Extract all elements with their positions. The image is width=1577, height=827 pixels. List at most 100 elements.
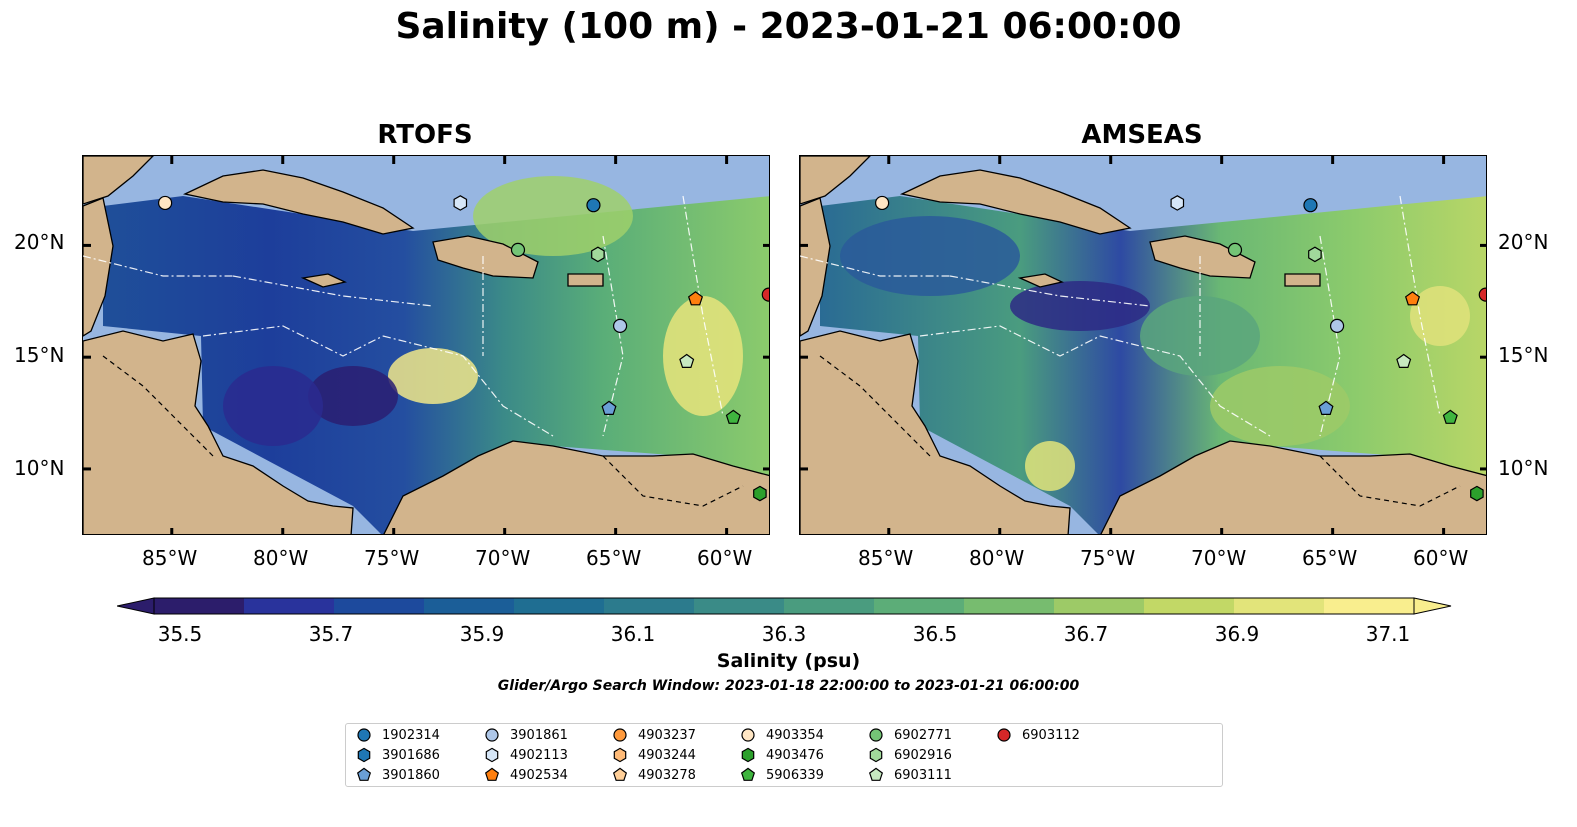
legend-label: 4903278 (638, 767, 696, 783)
legend-item-3901686: 3901686 (356, 747, 440, 763)
colorbar-tick: 35.5 (157, 622, 203, 646)
legend-marker (868, 767, 884, 781)
float-marker-4902113 (453, 195, 468, 211)
lat-tick-15n-left: 15°N (14, 343, 65, 367)
legend-marker-icon (357, 747, 371, 763)
legend-label: 6903111 (894, 767, 952, 783)
float-marker-4903476 (753, 485, 767, 502)
legend-marker-icon (869, 728, 883, 742)
colorbar-segment (694, 598, 785, 614)
lat-tick-20n-left: 20°N (14, 230, 65, 254)
colorbar-segment (154, 598, 245, 614)
legend-item-6902771: 6902771 (868, 727, 952, 743)
legend-label: 4903237 (638, 727, 696, 743)
float-marker-6903112 (1478, 287, 1486, 302)
legend-marker (484, 767, 500, 781)
lon-tick-85w-right: 85°W (858, 546, 914, 570)
legend-item-4903237: 4903237 (612, 727, 696, 743)
search-window-caption: Glider/Argo Search Window: 2023-01-18 22… (497, 678, 1080, 694)
colorbar-segment (244, 598, 335, 614)
panel-title-rtofs: RTOFS (377, 120, 473, 150)
float-marker-3901861 (1329, 318, 1345, 333)
float-marker-3901860 (601, 400, 617, 415)
float-legend: 1902314 3901686 3901860 3901861 4902113 49025… (345, 723, 1223, 787)
legend-marker (869, 747, 883, 763)
legend-label: 3901860 (382, 767, 440, 783)
legend-marker-icon (485, 728, 499, 742)
legend-label: 6903112 (1022, 727, 1080, 743)
float-marker-6903111 (679, 353, 695, 368)
legend-marker (613, 747, 627, 763)
amseas-salinity-map (799, 155, 1487, 535)
lat-tick-20n-right: 20°N (1498, 230, 1549, 254)
legend-label: 4903244 (638, 747, 696, 763)
legend-marker-icon (357, 728, 371, 742)
lon-tick-75w-left: 75°W (364, 546, 420, 570)
legend-label: 5906339 (766, 767, 824, 783)
salinity-colorbar (117, 597, 1452, 615)
legend-item-3901861: 3901861 (484, 727, 568, 743)
colorbar-tick: 37.1 (1365, 622, 1411, 646)
colorbar-segment (334, 598, 425, 614)
colorbar-tick: 36.5 (912, 622, 958, 646)
legend-marker-icon (997, 728, 1011, 742)
lon-tick-85w-left: 85°W (142, 546, 198, 570)
lon-tick-60w-right: 60°W (1413, 546, 1469, 570)
legend-marker-icon (741, 747, 755, 763)
legend-item-5906339: 5906339 (740, 767, 824, 783)
colorbar-segment (424, 598, 515, 614)
rtofs-map-canvas (83, 156, 769, 534)
legend-item-4903278: 4903278 (612, 767, 696, 783)
legend-marker-icon (356, 767, 372, 781)
colorbar-segment (514, 598, 605, 614)
lon-tick-65w-right: 65°W (1302, 546, 1358, 570)
colorbar-tick: 36.9 (1214, 622, 1260, 646)
lon-tick-70w-right: 70°W (1191, 546, 1247, 570)
float-marker-6903111 (1396, 353, 1412, 368)
legend-marker-icon (741, 728, 755, 742)
legend-label: 3901686 (382, 747, 440, 763)
float-marker-4903354 (158, 195, 173, 211)
lon-tick-70w-left: 70°W (475, 546, 531, 570)
legend-marker-icon (613, 728, 627, 742)
figure-title: Salinity (100 m) - 2023-01-21 06:00:00 (395, 6, 1182, 47)
colorbar-tick: 35.7 (308, 622, 354, 646)
legend-item-4903244: 4903244 (612, 747, 696, 763)
lon-tick-75w-right: 75°W (1080, 546, 1136, 570)
float-marker-6902771 (1227, 242, 1243, 257)
panel-title-amseas: AMSEAS (1081, 120, 1203, 150)
lon-tick-60w-left: 60°W (697, 546, 753, 570)
legend-item-3901860: 3901860 (356, 767, 440, 783)
lat-tick-15n-right: 15°N (1498, 343, 1549, 367)
legend-marker (741, 728, 755, 742)
rtofs-salinity-map (82, 155, 770, 535)
float-marker-4902113 (1170, 195, 1185, 211)
legend-item-1902314: 1902314 (356, 727, 440, 743)
legend-marker-icon (869, 747, 883, 763)
float-marker-3901860 (1318, 400, 1334, 415)
colorbar-tick: 36.1 (610, 622, 656, 646)
colorbar-extend-low (117, 597, 155, 615)
legend-marker-icon (740, 767, 756, 781)
legend-marker-icon (613, 747, 627, 763)
float-marker-6902916 (591, 246, 605, 263)
colorbar-segment (1234, 598, 1325, 614)
legend-item-4903354: 4903354 (740, 727, 824, 743)
legend-marker-icon (612, 767, 628, 781)
lat-tick-10n-left: 10°N (14, 456, 65, 480)
legend-label: 4902113 (510, 747, 568, 763)
legend-marker (356, 767, 372, 781)
legend-marker (357, 747, 371, 763)
float-marker-4903476 (1470, 485, 1484, 502)
float-marker-6902916 (1308, 246, 1322, 263)
legend-marker (997, 728, 1011, 742)
legend-item-6903111: 6903111 (868, 767, 952, 783)
colorbar-tick: 36.3 (761, 622, 807, 646)
float-marker-3901861 (612, 318, 628, 333)
legend-marker (869, 728, 883, 742)
legend-marker-icon (485, 747, 499, 763)
legend-label: 4903354 (766, 727, 824, 743)
amseas-map-canvas (800, 156, 1486, 534)
legend-item-6902916: 6902916 (868, 747, 952, 763)
float-marker-1902314 (1303, 198, 1318, 213)
